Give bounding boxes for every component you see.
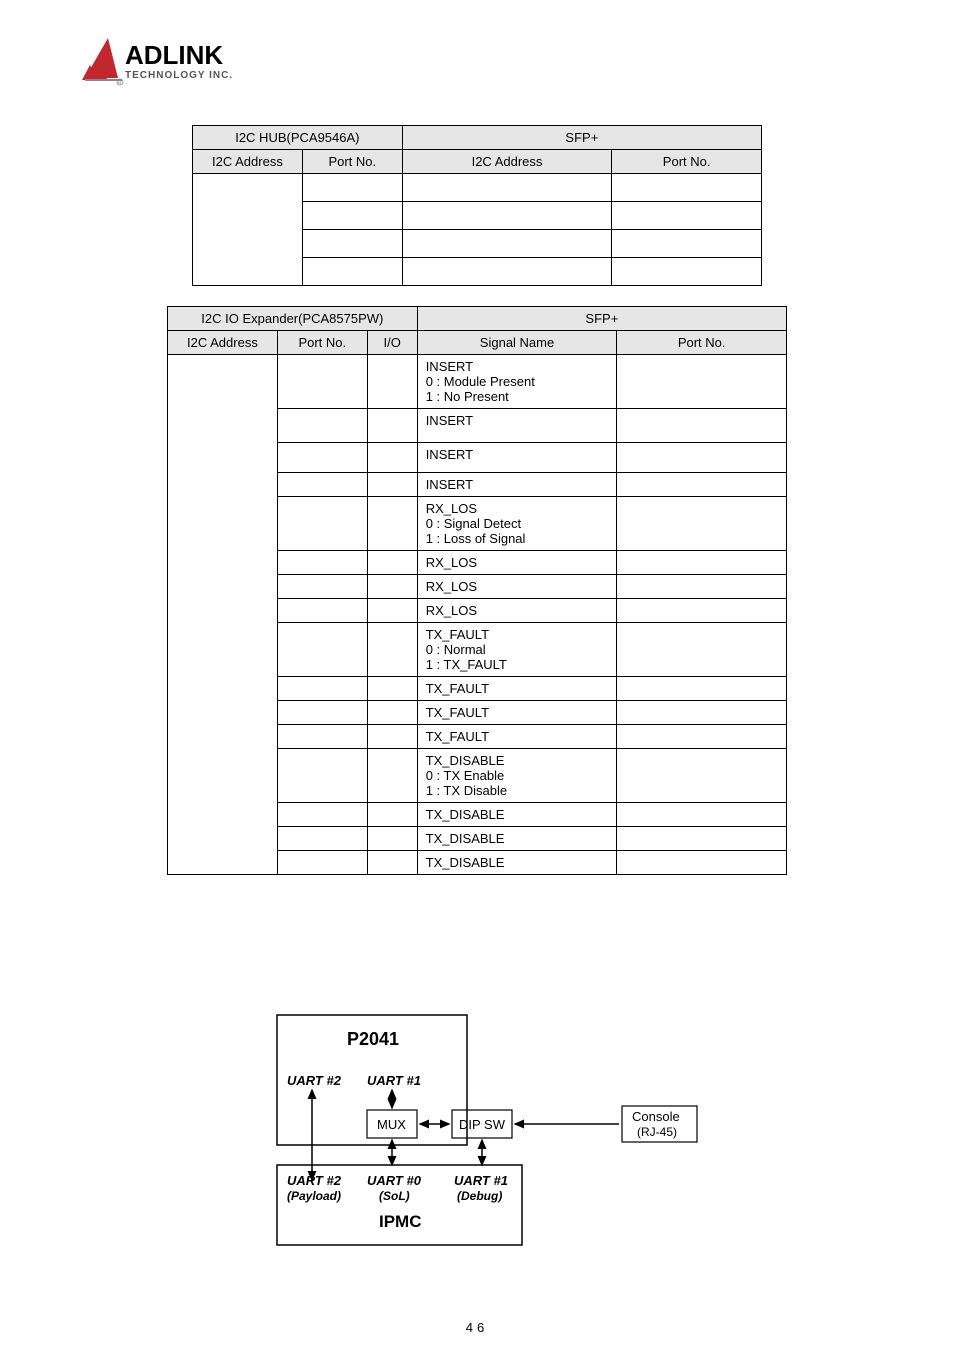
table-i2c-hub: I2C HUB(PCA9546A) SFP+ I2C Address Port … xyxy=(192,125,762,286)
t2-r6: RX_LOS xyxy=(417,575,617,599)
t2-r2: INSERT xyxy=(417,443,617,473)
t2-r3: INSERT xyxy=(417,473,617,497)
d-dipsw: DIP SW xyxy=(459,1117,506,1132)
d-mux: MUX xyxy=(377,1117,406,1132)
t1-col3: I2C Address xyxy=(402,150,612,174)
d-uart1d2: (Debug) xyxy=(457,1189,502,1203)
uart-block-diagram: P2041 UART #2 UART #1 MUX DIP SW Console… xyxy=(227,1005,727,1260)
t2-r8: TX_FAULT 0 : Normal 1 : TX_FAULT xyxy=(417,623,617,677)
t2-r4: RX_LOS 0 : Signal Detect 1 : Loss of Sig… xyxy=(417,497,617,551)
t2-r11: TX_FAULT xyxy=(417,725,617,749)
t2-r0: INSERT 0 : Module Present 1 : No Present xyxy=(417,355,617,409)
t1-header2: SFP+ xyxy=(402,126,761,150)
t2-r15: TX_DISABLE xyxy=(417,851,617,875)
logo-line1: ADLINK xyxy=(125,40,223,70)
logo-line2: TECHNOLOGY INC. xyxy=(125,70,233,81)
t2-col5: Port No. xyxy=(617,331,787,355)
t2-r14: TX_DISABLE xyxy=(417,827,617,851)
t2-header2: SFP+ xyxy=(417,307,786,331)
t2-r9: TX_FAULT xyxy=(417,677,617,701)
t2-col3: I/O xyxy=(367,331,417,355)
d-console2: (RJ-45) xyxy=(637,1125,677,1139)
d-uart2p2: (Payload) xyxy=(287,1189,341,1203)
t2-r10: TX_FAULT xyxy=(417,701,617,725)
t2-r7: RX_LOS xyxy=(417,599,617,623)
d-uart2p1: UART #2 xyxy=(287,1173,342,1188)
t2-col2: Port No. xyxy=(277,331,367,355)
t2-r12: TX_DISABLE 0 : TX Enable 1 : TX Disable xyxy=(417,749,617,803)
t2-col1: I2C Address xyxy=(168,331,278,355)
d-uart2-top: UART #2 xyxy=(287,1073,342,1088)
table-i2c-io-expander: I2C IO Expander(PCA8575PW) SFP+ I2C Addr… xyxy=(167,306,787,875)
d-console1: Console xyxy=(632,1109,680,1124)
d-ipmc: IPMC xyxy=(379,1212,422,1231)
t2-r1: INSERT xyxy=(417,409,617,443)
svg-text:R: R xyxy=(118,81,122,87)
t2-col4: Signal Name xyxy=(417,331,617,355)
t2-r5: RX_LOS xyxy=(417,551,617,575)
t2-header1: I2C IO Expander(PCA8575PW) xyxy=(168,307,418,331)
d-uart0s2: (SoL) xyxy=(379,1189,410,1203)
d-uart1d1: UART #1 xyxy=(454,1173,508,1188)
t1-col1: I2C Address xyxy=(193,150,303,174)
d-uart1-top: UART #1 xyxy=(367,1073,421,1088)
page: ADLINK TECHNOLOGY INC. R I2C HUB(PCA9546… xyxy=(0,0,954,1365)
d-uart0s1: UART #0 xyxy=(367,1173,422,1188)
t2-r13: TX_DISABLE xyxy=(417,803,617,827)
d-p2041: P2041 xyxy=(347,1029,399,1049)
t1-col4: Port No. xyxy=(612,150,762,174)
adlink-logo: ADLINK TECHNOLOGY INC. R xyxy=(80,30,864,95)
t1-header1: I2C HUB(PCA9546A) xyxy=(193,126,403,150)
page-number: 46 xyxy=(90,1320,864,1335)
t1-col2: Port No. xyxy=(302,150,402,174)
